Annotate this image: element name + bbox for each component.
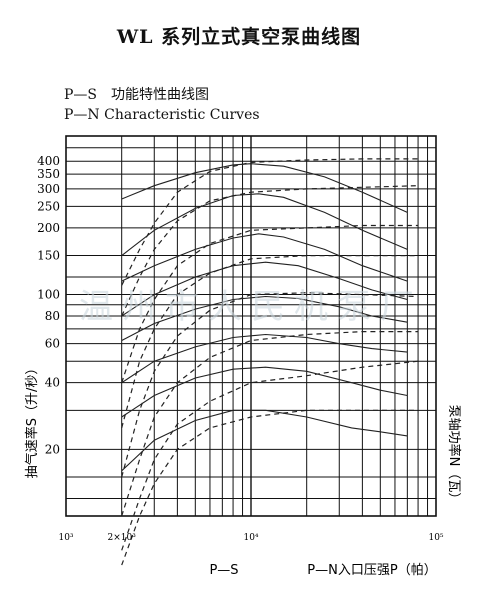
chart-grid — [65, 135, 437, 517]
chart-labels: 抽气速率S（升/秒） 泵轴功率N（瓦） P—S P—N入口压强P（帕） 温州市人民机泵厂 — [24, 287, 462, 578]
power-curve-solid-2 — [121, 193, 408, 257]
power-curve-solid-5 — [121, 295, 408, 341]
y-tick-label: 40 — [45, 376, 60, 390]
y-axis-right-label: 泵轴功率N（瓦） — [446, 405, 462, 506]
y-tick-label: 300 — [37, 182, 60, 196]
speed-curve-dashed-7 — [121, 360, 419, 551]
chart-series — [121, 158, 419, 566]
power-curve-solid-8 — [121, 409, 408, 472]
power-curve-solid-3 — [121, 233, 408, 282]
y-tick-label: 80 — [45, 309, 60, 323]
speed-curve-dashed-5 — [121, 292, 419, 478]
power-curve-solid-1 — [121, 163, 408, 213]
x-axis-label: P—N入口压强P（帕） — [307, 563, 436, 578]
speed-curve-dashed-8 — [121, 409, 419, 566]
speed-curve-dashed-6 — [121, 331, 419, 517]
legend-pn-label: P—N Characteristic Curves — [64, 107, 260, 123]
y-tick-label: 100 — [37, 288, 60, 302]
x-tick-label: 2×10³ — [108, 533, 137, 543]
y-tick-label: 350 — [37, 167, 60, 181]
power-curve-solid-7 — [121, 366, 408, 418]
power-curve-solid-6 — [121, 333, 408, 384]
y-tick-label: 60 — [45, 337, 60, 351]
x-tick-label: 10⁵ — [428, 533, 443, 543]
y-tick-label: 400 — [37, 154, 60, 168]
y-tick-label: 200 — [37, 221, 60, 235]
speed-curve-dashed-3 — [121, 224, 419, 383]
speed-curve-dashed-4 — [121, 255, 419, 429]
y-tick-label: 20 — [45, 442, 60, 456]
legend-ps-label: P—S 功能特性曲线图 — [64, 87, 210, 103]
x-tick-label: 10³ — [58, 533, 73, 543]
x-axis-label-ps: P—S — [209, 563, 238, 578]
y-tick-label: 150 — [37, 249, 60, 263]
y-axis-left-label: 抽气速率S（升/秒） — [24, 362, 40, 479]
watermark-text: 温州市人民机泵厂 — [79, 287, 423, 327]
speed-curve-dashed-1 — [121, 158, 419, 286]
power-curve-solid-4 — [121, 261, 408, 317]
x-tick-label: 10⁴ — [243, 533, 258, 543]
chart-title: WL 系列立式真空泵曲线图 — [116, 26, 362, 48]
y-tick-label: 250 — [37, 199, 60, 213]
